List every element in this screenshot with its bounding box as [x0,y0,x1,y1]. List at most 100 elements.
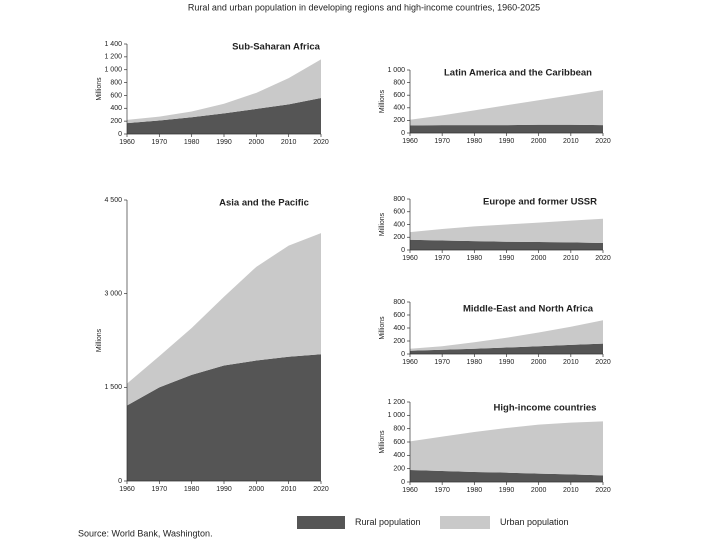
x-tick-label: 1970 [434,359,450,366]
x-tick-label: 1960 [402,487,418,494]
y-tick-label: 0 [401,247,405,254]
x-tick-label: 2020 [313,139,329,146]
x-tick-label: 2000 [531,359,547,366]
y-tick-label: 1 000 [104,67,122,74]
y-axis-label: Millions [379,430,386,454]
x-tick-label: 1990 [499,138,515,145]
legend-label: Urban population [500,517,569,527]
y-tick-label: 800 [393,426,405,433]
legend-label: Rural population [355,517,421,527]
area [410,218,603,243]
y-tick-label: 600 [393,439,405,446]
y-tick-label: 400 [393,221,405,228]
x-tick-label: 2000 [531,487,547,494]
y-tick-label: 800 [393,299,405,306]
y-tick-label: 1 400 [104,41,122,48]
x-tick-label: 2010 [563,255,579,262]
x-tick-label: 2010 [281,139,297,146]
area [127,98,321,134]
x-tick-label: 1990 [216,486,232,493]
area [410,124,603,133]
y-tick-label: 0 [401,479,405,486]
x-tick-label: 1970 [434,138,450,145]
x-tick-label: 2010 [563,487,579,494]
area [127,59,321,124]
y-tick-label: 400 [393,325,405,332]
x-tick-label: 1980 [467,138,483,145]
x-tick-label: 1960 [119,139,135,146]
y-tick-label: 600 [110,92,122,99]
x-tick-label: 1980 [184,486,200,493]
x-tick-label: 2000 [531,255,547,262]
chart-title: Latin America and the Caribbean [444,68,592,79]
source: Source: World Bank, Washington. [78,528,213,538]
y-tick-label: 800 [393,196,405,203]
x-tick-label: 1970 [152,486,168,493]
legend-swatch [297,516,345,529]
x-tick-label: 1970 [434,487,450,494]
chart-title: Europe and former USSR [483,197,597,208]
chart-title: Sub-Saharan Africa [232,42,321,53]
x-tick-label: 2020 [595,138,611,145]
x-tick-label: 1960 [402,138,418,145]
y-tick-label: 600 [393,92,405,99]
y-tick-label: 1 200 [387,399,405,406]
x-tick-label: 1990 [499,359,515,366]
y-axis-label: Millions [96,328,103,352]
area [410,470,603,482]
y-tick-label: 400 [110,105,122,112]
x-tick-label: 2020 [313,486,329,493]
x-tick-label: 1990 [499,255,515,262]
area [410,320,603,351]
x-tick-label: 1990 [499,487,515,494]
y-tick-label: 0 [401,130,405,137]
x-tick-label: 2000 [249,139,265,146]
y-tick-label: 200 [393,338,405,345]
y-tick-label: 400 [393,105,405,112]
x-tick-label: 1960 [119,486,135,493]
x-tick-label: 1970 [434,255,450,262]
x-tick-label: 1990 [216,139,232,146]
y-axis-label: Millions [96,77,103,101]
x-tick-label: 2000 [531,138,547,145]
x-tick-label: 1980 [184,139,200,146]
y-tick-label: 3 000 [104,291,122,298]
x-tick-label: 2000 [249,486,265,493]
chart-title: Asia and the Pacific [219,198,309,209]
x-tick-label: 2020 [595,487,611,494]
y-tick-label: 1 500 [104,384,122,391]
y-tick-label: 200 [393,117,405,124]
y-tick-label: 0 [118,478,122,485]
chart-title: Middle-East and North Africa [463,304,594,315]
chart-title: High-income countries [494,403,597,414]
y-tick-label: 400 [393,452,405,459]
y-tick-label: 600 [393,312,405,319]
area [410,239,603,250]
y-tick-label: 800 [110,79,122,86]
x-tick-label: 2010 [563,359,579,366]
x-tick-label: 1980 [467,359,483,366]
y-tick-label: 4 500 [104,197,122,204]
legend-swatch [440,516,490,529]
x-tick-label: 2010 [281,486,297,493]
x-tick-label: 1980 [467,487,483,494]
y-tick-label: 0 [118,131,122,138]
x-tick-label: 1970 [152,139,168,146]
y-tick-label: 0 [401,351,405,358]
area [127,354,321,481]
x-tick-label: 1980 [467,255,483,262]
y-tick-label: 1 200 [104,54,122,61]
area [127,233,321,406]
x-tick-label: 2020 [595,255,611,262]
y-tick-label: 1 000 [387,67,405,74]
y-axis-label: Millions [379,316,386,340]
y-tick-label: 600 [393,209,405,216]
x-tick-label: 2010 [563,138,579,145]
area [410,90,603,126]
y-tick-label: 200 [110,118,122,125]
y-tick-label: 1 000 [387,412,405,419]
y-tick-label: 200 [393,466,405,473]
x-tick-label: 1960 [402,359,418,366]
